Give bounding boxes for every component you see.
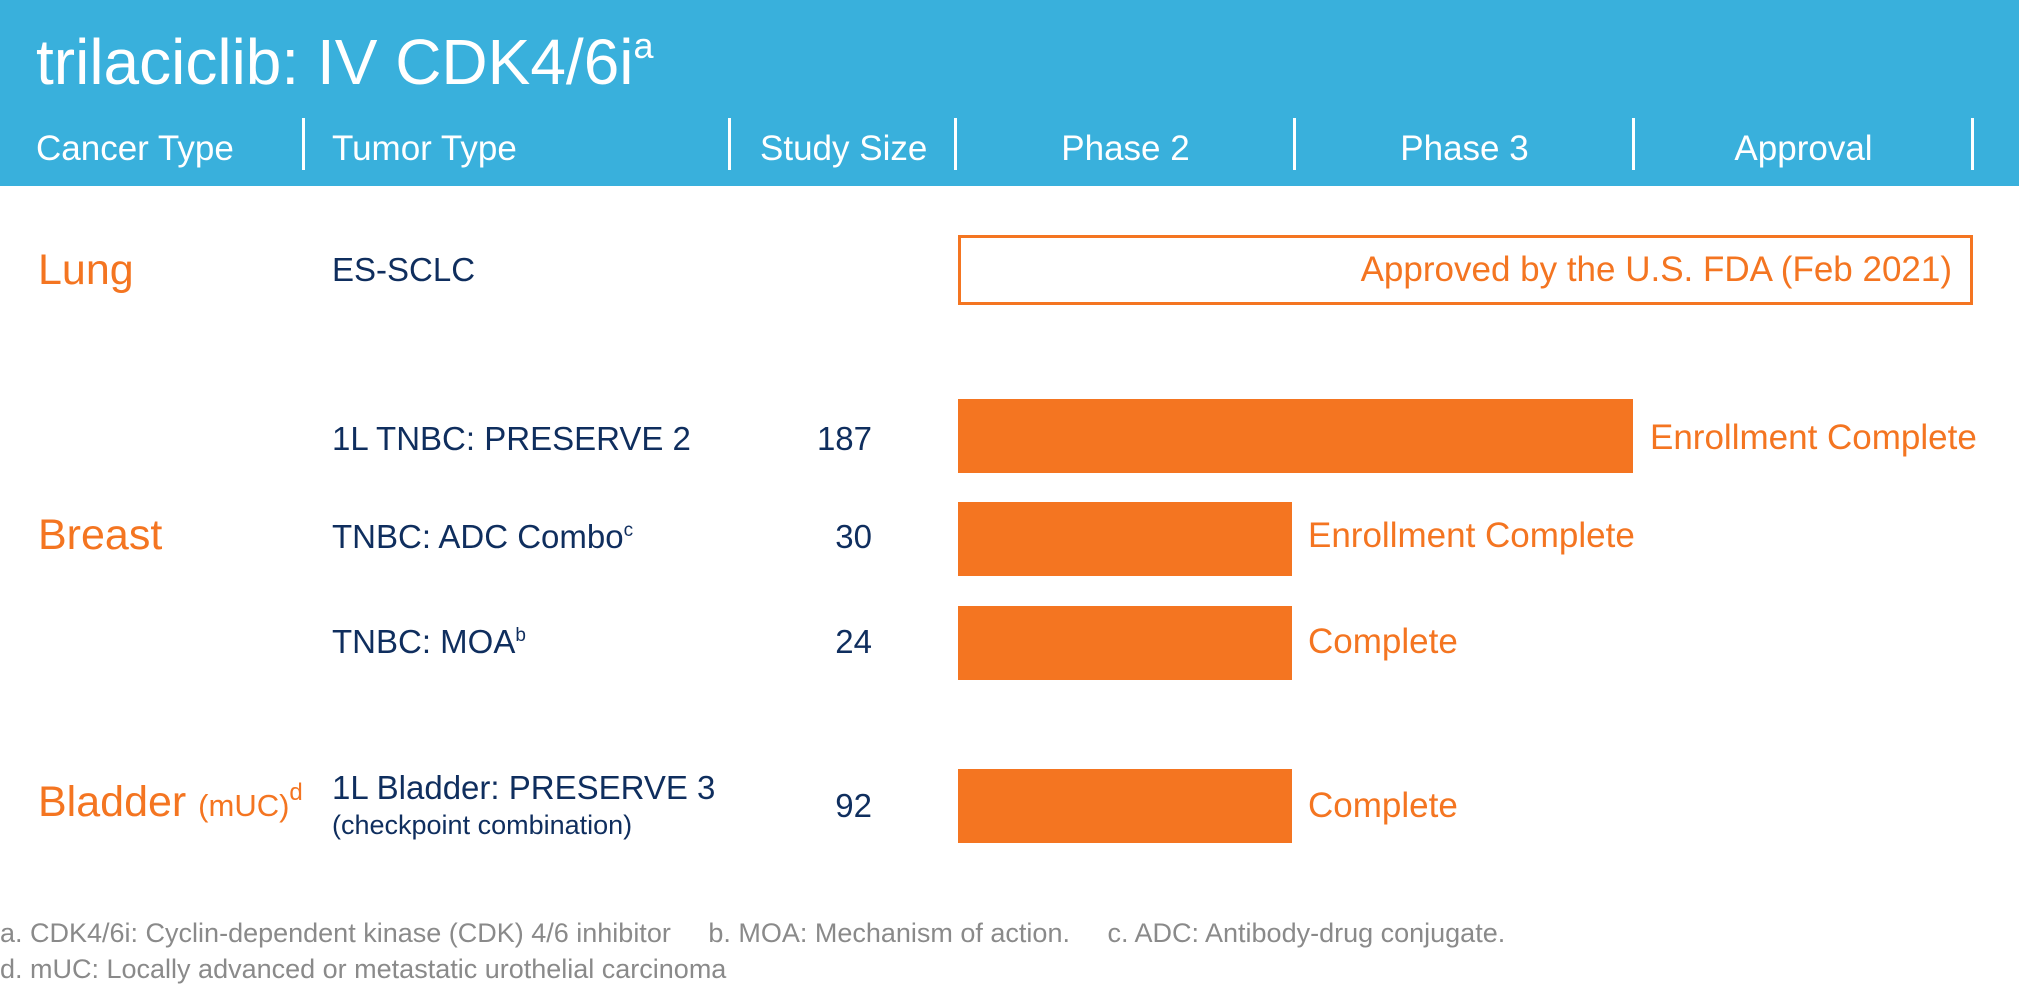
column-header-study-size: Study Size [760,129,928,168]
tumor-type-es-sclc: ES-SCLC [332,251,476,288]
study-size-value: 24 [835,623,872,660]
tumor-type-moa: TNBC: MOAb [332,623,526,660]
header-banner: trilaciclib: IV CDK4/6ia Cancer Type Tum… [0,0,2019,186]
study-size-value: 187 [816,420,872,457]
title-footnote-marker: a [633,25,654,66]
footnote-line-2: d. mUC: Locally advanced or metastatic u… [0,954,727,984]
column-header-phase2: Phase 2 [1061,129,1190,168]
cancer-type-lung: Lung [38,246,134,294]
tumor-type-preserve-3: 1L Bladder: PRESERVE 3 [332,769,716,806]
column-divider [1971,118,1974,170]
status-label: Enrollment Complete [1650,418,1977,457]
approval-bar: Approved by the U.S. FDA (Feb 2021) [958,235,1973,305]
column-divider [954,118,957,170]
column-divider [728,118,731,170]
column-divider [302,118,305,170]
column-divider [1632,118,1635,170]
column-header-phase3: Phase 3 [1400,129,1529,168]
column-header-cancer-type: Cancer Type [36,129,234,168]
footnote-line-1: a. CDK4/6i: Cyclin-dependent kinase (CDK… [0,918,1506,948]
progress-bar-phase2 [958,502,1292,576]
footnote-marker: b [515,625,526,646]
tumor-type-adc-combo: TNBC: ADC Comboc [332,518,634,555]
cancer-type-bladder: Bladder (mUC)d [38,778,303,826]
column-header-approval: Approval [1734,129,1873,168]
cancer-type-breast: Breast [38,511,163,559]
tumor-type-preserve-2: 1L TNBC: PRESERVE 2 [332,420,691,457]
column-header-tumor-type: Tumor Type [332,129,517,168]
tumor-type-subtitle: (checkpoint combination) [332,810,633,840]
column-divider [1293,118,1296,170]
progress-bar-phase2 [958,606,1292,680]
status-label: Enrollment Complete [1308,516,1635,555]
bladder-qualifier: (mUC) [198,788,290,823]
study-size-value: 92 [835,787,872,824]
approval-status-label: Approved by the U.S. FDA (Feb 2021) [1360,250,1952,289]
status-label: Complete [1308,786,1458,825]
study-size-value: 30 [835,518,872,555]
progress-bar-phase3 [958,399,1633,473]
footnote-marker: c [623,520,634,541]
status-label: Complete [1308,622,1458,661]
progress-bar-phase2 [958,769,1292,843]
bladder-footnote-marker: d [289,779,303,806]
page-title: trilaciclib: IV CDK4/6ia [36,25,654,98]
